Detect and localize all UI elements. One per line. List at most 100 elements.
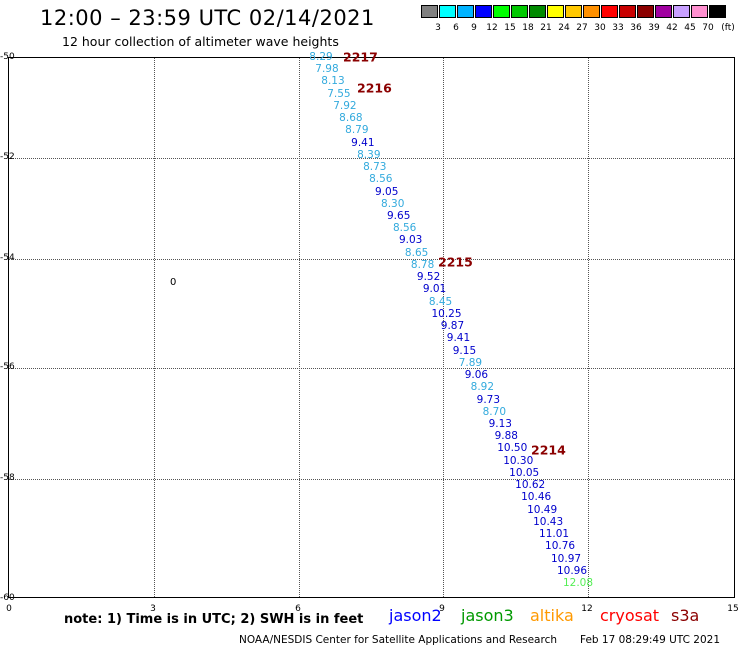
scale-label: 30 — [594, 23, 606, 33]
scale-swatch — [565, 5, 582, 18]
scale-label: (ft) — [721, 23, 735, 33]
wave-height-reading: 8.68 — [339, 112, 363, 125]
lat-gridline — [9, 158, 734, 159]
pass-label: 2216 — [357, 80, 392, 96]
lon-label: 15 — [727, 604, 739, 614]
footer-timestamp: Feb 17 08:29:49 UTC 2021 — [580, 634, 720, 646]
lon-label: 12 — [581, 604, 593, 614]
mission-label-jason3: jason3 — [461, 606, 514, 625]
wave-height-reading: 9.13 — [488, 417, 512, 430]
wave-height-reading: 8.45 — [428, 295, 453, 308]
scale-label: 15 — [504, 23, 516, 33]
wave-height-reading: 10.96 — [556, 564, 588, 577]
lat-gridline — [9, 368, 734, 369]
wave-height-reading: 9.06 — [464, 369, 489, 382]
scale-label: 70 — [702, 23, 714, 33]
scale-swatch — [583, 5, 600, 18]
scale-swatch — [439, 5, 456, 18]
wave-height-reading: 10.43 — [533, 515, 564, 528]
scale-label: 36 — [630, 23, 642, 33]
wave-height-reading: 7.98 — [315, 63, 339, 76]
scale-swatch — [475, 5, 492, 18]
lon-label: 6 — [295, 604, 301, 614]
wave-height-reading: 9.65 — [386, 210, 411, 223]
wave-height-reading: 9.15 — [452, 344, 477, 357]
lat-label: -56 — [0, 362, 15, 372]
mission-label-altika: altika — [530, 606, 574, 625]
wave-height-reading: 8.29 — [309, 51, 333, 63]
wave-height-reading: 8.92 — [470, 381, 495, 394]
scale-swatch — [421, 5, 438, 18]
map-title: 12:00 – 23:59 UTC 02/14/2021 — [40, 6, 375, 30]
wave-height-reading: 9.88 — [494, 430, 518, 443]
wave-height-reading: 8.13 — [321, 75, 345, 88]
map-subtitle: 12 hour collection of altimeter wave hei… — [62, 34, 339, 49]
scale-label: 24 — [558, 23, 570, 33]
lat-label: -54 — [0, 253, 15, 263]
wave-height-reading: 11.01 — [539, 528, 570, 541]
lon-gridline — [154, 58, 155, 597]
wave-height-reading: 8.73 — [363, 161, 387, 174]
wave-height-reading: 8.39 — [357, 148, 381, 161]
wave-height-reading: 10.25 — [431, 307, 462, 320]
lon-label: 3 — [150, 604, 156, 614]
scale-label: 9 — [471, 23, 477, 33]
scale-label: 42 — [666, 23, 678, 33]
wave-height-reading: 10.62 — [515, 479, 546, 492]
mission-label-s3a: s3a — [671, 606, 700, 625]
footer-credit: NOAA/NESDIS Center for Satellite Applica… — [239, 634, 557, 646]
scale-label: 33 — [612, 23, 624, 33]
lon-label: 9 — [439, 604, 445, 614]
scale-swatch — [601, 5, 618, 18]
scale-swatch — [511, 5, 528, 18]
mission-label-cryosat: cryosat — [600, 606, 660, 625]
pass-label: 2215 — [438, 254, 473, 270]
wave-height-reading: 8.79 — [345, 124, 369, 137]
wave-height-reading: 10.97 — [551, 552, 582, 565]
wave-height-reading: 8.78 — [410, 258, 435, 271]
scale-label: 3 — [435, 23, 441, 33]
scale-swatch — [673, 5, 690, 18]
mission-label-jason2: jason2 — [389, 606, 442, 625]
scale-swatch — [529, 5, 546, 18]
scale-swatch — [493, 5, 510, 18]
wave-height-reading: 7.92 — [333, 99, 357, 112]
wave-height-reading: 9.05 — [375, 185, 399, 198]
lon-gridline — [443, 58, 444, 597]
pass-label: 2214 — [531, 442, 566, 458]
scale-swatch — [619, 5, 636, 18]
pass-label: 2217 — [343, 49, 378, 65]
lon-gridline — [588, 58, 589, 597]
footer-note: note: 1) Time is in UTC; 2) SWH is in fe… — [64, 612, 364, 627]
wave-height-reading: 9.87 — [440, 320, 465, 333]
scale-swatch — [457, 5, 474, 18]
scale-label: 12 — [486, 23, 498, 33]
scale-swatch — [655, 5, 672, 18]
scale-label: 27 — [576, 23, 588, 33]
wave-height-reading: 7.55 — [327, 87, 351, 100]
wave-height-reading: 12.08 — [562, 577, 594, 589]
wave-height-reading: 9.52 — [416, 271, 441, 284]
scale-label: 6 — [453, 23, 459, 33]
wave-height-reading: 10.46 — [521, 491, 552, 504]
lat-label: -50 — [0, 52, 15, 62]
scale-label: 39 — [648, 23, 660, 33]
lat-label: -52 — [0, 152, 15, 162]
wave-height-reading: 9.41 — [351, 136, 375, 149]
wave-height-reading: 10.05 — [509, 466, 540, 479]
lat-gridline — [9, 479, 734, 480]
lon-gridline — [299, 58, 300, 597]
wave-height-reading: 9.03 — [398, 234, 423, 247]
scale-label: 21 — [540, 23, 552, 33]
color-scale-legend: 3 6 9 12 15 18 21 24 27 30 33 36 39 42 45 70 (ft) — [421, 5, 739, 35]
scale-label: 18 — [522, 23, 534, 33]
contour-label: 0 — [170, 277, 177, 288]
lat-label: -60 — [0, 593, 15, 603]
wave-height-reading: 8.70 — [482, 405, 507, 418]
scale-swatch — [691, 5, 708, 18]
scale-swatch — [709, 5, 726, 18]
wave-height-reading: 10.76 — [545, 540, 576, 553]
wave-height-reading: 8.56 — [369, 173, 393, 186]
wave-height-reading: 10.30 — [503, 454, 534, 467]
lat-label: -58 — [0, 473, 15, 483]
